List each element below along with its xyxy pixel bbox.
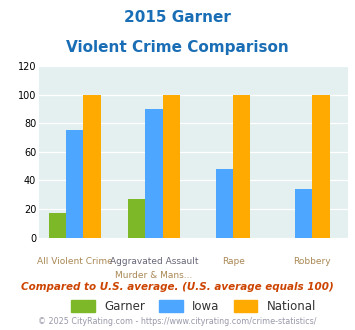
Bar (66, 130, 83, 238)
Text: 2015 Garner: 2015 Garner (124, 10, 231, 25)
Bar (312, 95, 330, 238)
Bar (145, 109, 163, 238)
Text: All Violent Crime: All Violent Crime (37, 257, 113, 266)
Text: Rape: Rape (222, 257, 245, 266)
Text: © 2025 CityRating.com - https://www.cityrating.com/crime-statistics/: © 2025 CityRating.com - https://www.city… (38, 317, 317, 326)
Text: Violent Crime Comparison: Violent Crime Comparison (66, 40, 289, 54)
Legend: Garner, Iowa, National: Garner, Iowa, National (66, 295, 321, 317)
Text: Robbery: Robbery (294, 257, 331, 266)
Text: Aggravated Assault: Aggravated Assault (110, 257, 198, 266)
Bar (215, 169, 233, 238)
Bar (128, 199, 145, 238)
Bar (49, 213, 66, 238)
Text: Compared to U.S. average. (U.S. average equals 100): Compared to U.S. average. (U.S. average … (21, 282, 334, 292)
Bar (83, 95, 101, 238)
Bar (233, 95, 251, 238)
Text: Murder & Mans...: Murder & Mans... (115, 271, 192, 280)
Bar (295, 189, 312, 238)
Bar (163, 95, 180, 238)
